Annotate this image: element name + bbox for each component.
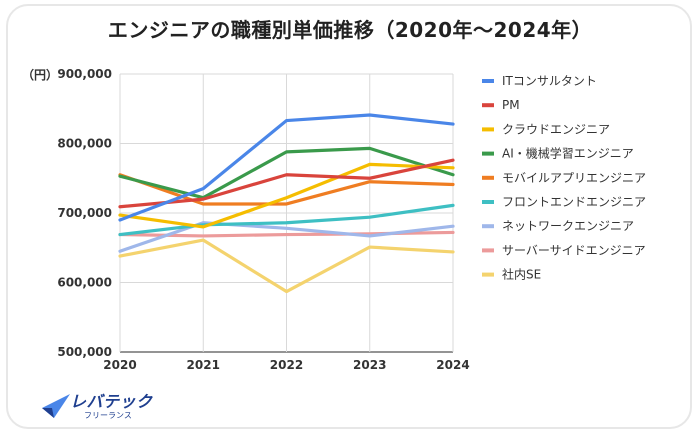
grid-lines: [119, 73, 454, 353]
legend-swatch: [482, 224, 494, 229]
logo-subtext: フリーランス: [84, 411, 132, 420]
y-unit-label: （円）: [22, 68, 59, 82]
legend-swatch: [482, 200, 494, 204]
legend: ITコンサルタント PM クラウドエンジニア AI・機械学習エンジニアモバイルアプリエ…: [482, 74, 646, 282]
series-lines: [118, 113, 455, 294]
legend-label: フロントエンドエンジニア: [502, 195, 646, 209]
legend-swatch: [482, 127, 494, 132]
x-axis-ticks: 2020 2021 2022 2023 2024: [103, 358, 469, 372]
x-tick-label: 2024: [436, 358, 469, 372]
series-line: [118, 221, 455, 253]
series-line: [118, 238, 455, 294]
y-tick-label: 700,000: [57, 206, 112, 220]
x-tick-label: 2020: [103, 358, 136, 372]
y-axis-ticks: 500,000 600,000 700,000 800,000 900,000: [57, 67, 112, 359]
legend-swatch: [482, 151, 494, 156]
y-tick-label: 900,000: [57, 67, 112, 81]
series-line: [118, 203, 455, 237]
series-line: [118, 162, 455, 229]
series-line: [118, 173, 455, 206]
legend-swatch: [482, 103, 494, 108]
legend-label: AI・機械学習エンジニア: [502, 146, 634, 161]
y-tick-label: 500,000: [57, 345, 112, 359]
series-line: [118, 146, 455, 200]
legend-label: モバイルアプリエンジニア: [502, 171, 646, 185]
series-line: [118, 113, 455, 222]
x-tick-label: 2021: [187, 358, 220, 372]
x-tick-label: 2022: [270, 358, 303, 372]
y-tick-label: 800,000: [57, 137, 112, 151]
brand-logo: レバテック フリーランス: [40, 388, 160, 422]
x-tick-label: 2023: [353, 358, 386, 372]
legend-swatch: [482, 272, 494, 277]
legend-label: ネットワークエンジニア: [502, 219, 634, 233]
legend-swatch: [482, 248, 494, 253]
legend-label: サーバーサイドエンジニア: [502, 243, 646, 257]
legend-label: PM: [502, 98, 520, 112]
logo-mark-icon: [42, 394, 70, 418]
logo-text: レバテック: [70, 392, 153, 411]
series-line: [118, 158, 455, 209]
legend-label: 社内SE: [502, 267, 541, 282]
legend-swatch: [482, 175, 494, 180]
legend-swatch: [482, 79, 494, 83]
y-tick-label: 600,000: [57, 276, 112, 290]
chart-title: エンジニアの職種別単価推移（2020年〜2024年）: [107, 18, 593, 42]
legend-label: ITコンサルタント: [502, 74, 597, 88]
legend-label: クラウドエンジニア: [502, 122, 610, 136]
